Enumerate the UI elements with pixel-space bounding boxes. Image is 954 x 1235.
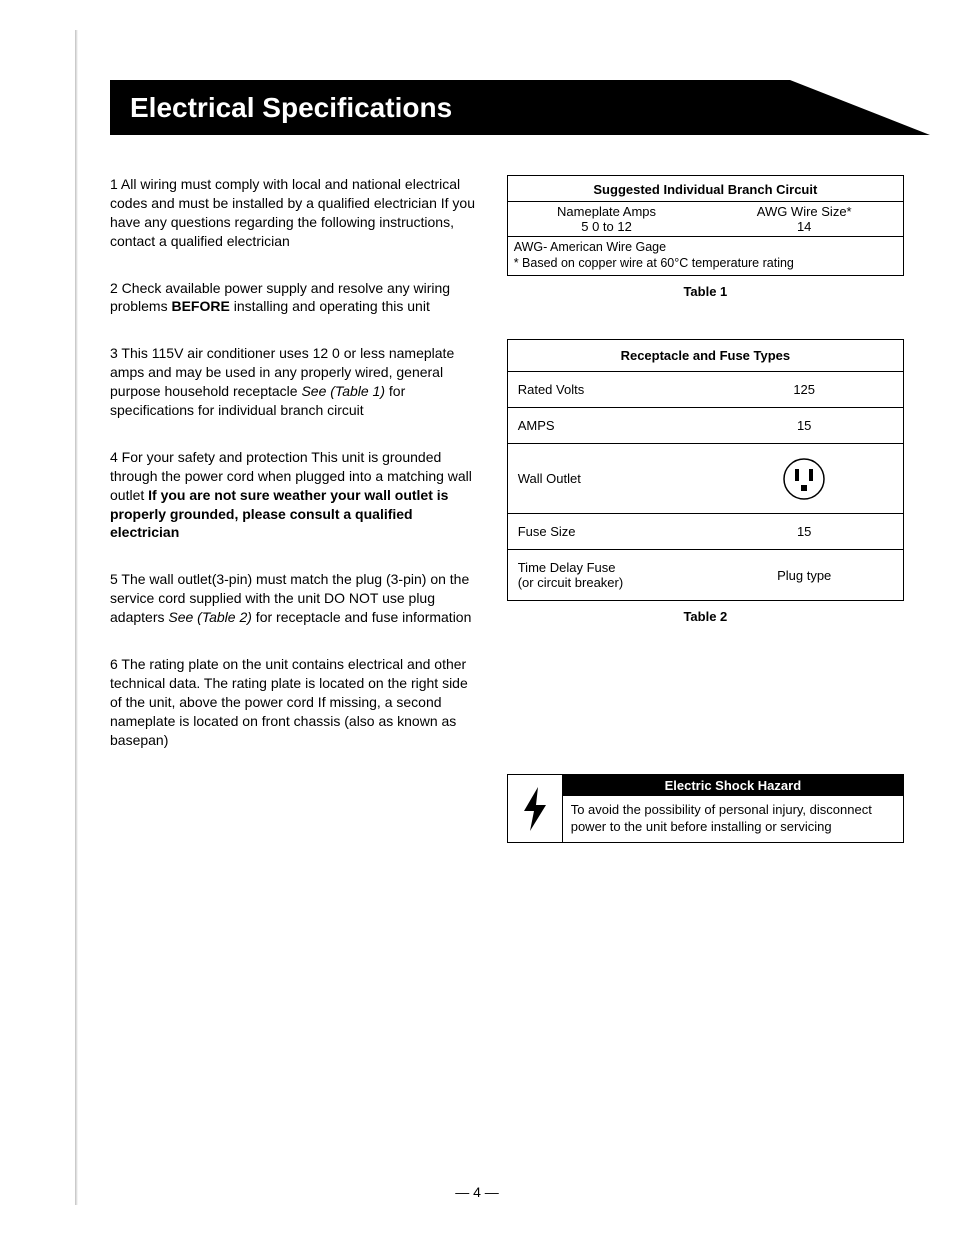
paragraph-3: 3 This 115V air conditioner uses 12 0 or… — [110, 344, 477, 420]
table2-row-value: 15 — [705, 408, 903, 443]
paragraph-1: 1 All wiring must comply with local and … — [110, 175, 477, 251]
table1-caption: Table 1 — [507, 284, 904, 299]
table2-rows: Rated Volts125AMPS15Wall OutletFuse Size… — [508, 372, 903, 600]
paragraph-5: 5 The wall outlet(3-pin) must match the … — [110, 570, 477, 627]
hazard-icon-cell — [508, 775, 563, 842]
paragraph-4: 4 For your safety and protection This un… — [110, 448, 477, 542]
header-band: Electrical Specifications — [110, 80, 914, 135]
table1: Suggested Individual Branch Circuit Name… — [507, 175, 904, 276]
table2-caption: Table 2 — [507, 609, 904, 624]
table2-row: Rated Volts125 — [508, 372, 903, 408]
table2-row: Wall Outlet — [508, 444, 903, 514]
hazard-title: Electric Shock Hazard — [563, 775, 903, 796]
table1-header-right-text: AWG Wire Size* — [757, 204, 852, 219]
lightning-icon — [518, 785, 552, 833]
table2-row: AMPS15 — [508, 408, 903, 444]
table2-row-value: 15 — [705, 514, 903, 549]
paragraph-6: 6 The rating plate on the unit contains … — [110, 655, 477, 749]
page-number: — 4 — — [0, 1184, 954, 1200]
table1-header-left-text: Nameplate Amps — [557, 204, 656, 219]
table1-header-left: Nameplate Amps 5 0 to 12 — [508, 202, 706, 236]
table1-notes: AWG- American Wire Gage * Based on coppe… — [508, 236, 903, 275]
hazard-box: Electric Shock Hazard To avoid the possi… — [507, 774, 904, 843]
table1-val-right: 14 — [797, 219, 811, 234]
left-column: 1 All wiring must comply with local and … — [110, 175, 477, 843]
table2-title: Receptacle and Fuse Types — [508, 340, 903, 372]
table2-row-label: Time Delay Fuse(or circuit breaker) — [508, 550, 706, 600]
table1-header-right: AWG Wire Size* 14 — [705, 202, 903, 236]
hazard-body: Electric Shock Hazard To avoid the possi… — [563, 775, 903, 842]
right-column: Suggested Individual Branch Circuit Name… — [507, 175, 904, 843]
table2: Receptacle and Fuse Types Rated Volts125… — [507, 339, 904, 601]
table2-row: Time Delay Fuse(or circuit breaker)Plug … — [508, 550, 903, 600]
table2-row: Fuse Size15 — [508, 514, 903, 550]
binding-edge — [75, 30, 78, 1205]
page: Electrical Specifications 1 All wiring m… — [0, 0, 954, 1235]
table1-note2: * Based on copper wire at 60°C temperatu… — [514, 256, 794, 270]
table2-row-value: 125 — [705, 372, 903, 407]
table1-note1: AWG- American Wire Gage — [514, 240, 666, 254]
table2-row-label: Rated Volts — [508, 372, 706, 407]
table2-row-label: AMPS — [508, 408, 706, 443]
paragraph-2: 2 Check available power supply and resol… — [110, 279, 477, 317]
table1-val-left: 5 0 to 12 — [581, 219, 632, 234]
outlet-icon — [780, 455, 828, 503]
page-title: Electrical Specifications — [130, 80, 452, 135]
table2-row-value — [705, 445, 903, 513]
table2-row-label: Fuse Size — [508, 514, 706, 549]
content-columns: 1 All wiring must comply with local and … — [110, 175, 904, 843]
hazard-text: To avoid the possibility of personal inj… — [563, 796, 903, 842]
table1-header-row: Nameplate Amps 5 0 to 12 AWG Wire Size* … — [508, 201, 903, 236]
table2-row-label: Wall Outlet — [508, 461, 706, 496]
table2-row-value: Plug type — [705, 558, 903, 593]
table1-title: Suggested Individual Branch Circuit — [508, 176, 903, 201]
